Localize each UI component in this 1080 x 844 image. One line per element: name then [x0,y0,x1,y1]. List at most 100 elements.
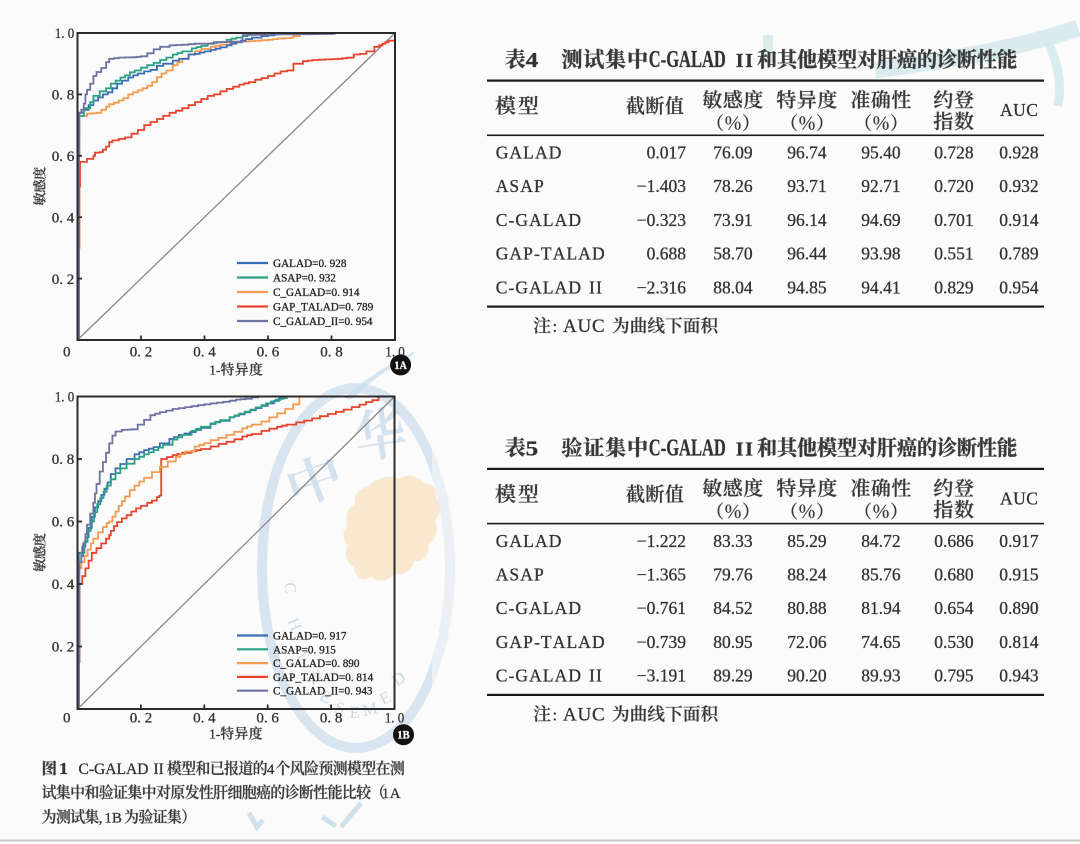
svg-text:E: E [349,703,360,722]
svg-text:95.40: 95.40 [861,143,901,163]
svg-text:1-: 1- [209,363,221,378]
svg-text:0.728: 0.728 [934,143,974,163]
svg-text:AUC: AUC [1000,488,1038,508]
svg-text:0.914: 0.914 [999,210,1039,230]
svg-text:4: 4 [267,762,275,778]
svg-text:1-: 1- [209,727,221,742]
svg-text:−3.191: −3.191 [637,666,686,686]
svg-text:0. 8: 0. 8 [320,344,343,360]
svg-text:73.91: 73.91 [713,210,752,230]
svg-text:94.69: 94.69 [861,210,901,230]
svg-text:1A: 1A [382,786,401,802]
svg-text:74.65: 74.65 [861,632,901,652]
svg-text:II: II [589,666,603,686]
svg-text:0. 4: 0. 4 [193,711,216,727]
svg-text:96.74: 96.74 [787,143,827,163]
svg-text:C-GALAD: C-GALAD [496,210,582,230]
svg-text:C-GALAD: C-GALAD [649,47,726,73]
svg-text:0. 6: 0. 6 [52,515,75,531]
svg-text:−2.316: −2.316 [637,277,686,297]
svg-text:92.71: 92.71 [861,176,900,196]
svg-text:GAP-TALAD: GAP-TALAD [496,632,606,652]
svg-text:II: II [736,438,755,460]
svg-text:C-GALAD: C-GALAD [496,277,582,297]
svg-text:C-GALAD: C-GALAD [496,666,582,686]
svg-text:II: II [154,761,164,778]
svg-text:0. 2: 0. 2 [130,344,153,360]
svg-text:ASAP=0. 932: ASAP=0. 932 [273,273,336,285]
svg-text:0. 4: 0. 4 [52,210,75,226]
svg-text:ASAP: ASAP [496,176,545,196]
svg-text:−0.739: −0.739 [637,632,686,652]
svg-text:0: 0 [63,344,71,360]
svg-text:0. 4: 0. 4 [193,344,216,360]
svg-text:85.76: 85.76 [861,565,901,585]
svg-text:89.93: 89.93 [861,666,901,686]
svg-text:94.41: 94.41 [861,277,900,297]
svg-text:96.44: 96.44 [787,244,827,264]
svg-text:5: 5 [526,436,539,460]
svg-text:0. 8: 0. 8 [320,711,343,727]
svg-text:88.04: 88.04 [713,277,753,297]
svg-text:1. 0: 1. 0 [55,390,75,406]
svg-text::: : [553,705,558,724]
svg-text:0.551: 0.551 [934,244,973,264]
svg-text:88.24: 88.24 [787,565,827,585]
svg-text:ASAP: ASAP [496,565,545,585]
svg-text:80.95: 80.95 [713,632,753,652]
svg-text:0.917: 0.917 [999,531,1039,551]
svg-text:93.71: 93.71 [787,176,826,196]
svg-text:72.06: 72.06 [787,632,827,652]
svg-text:0.789: 0.789 [999,244,1039,264]
svg-text:0.795: 0.795 [934,666,974,686]
svg-text:−1.403: −1.403 [637,176,686,196]
svg-text:0.928: 0.928 [999,143,1039,163]
svg-text:80.88: 80.88 [787,598,827,618]
svg-text:GALAD=0. 917: GALAD=0. 917 [273,631,347,643]
svg-text:85.29: 85.29 [787,531,827,551]
svg-text:GAP_TALAD=0. 814: GAP_TALAD=0. 814 [273,672,374,684]
svg-text:89.29: 89.29 [713,666,753,686]
svg-text:0. 2: 0. 2 [52,272,75,288]
svg-text:AUC: AUC [563,704,606,725]
svg-text:C-GALAD: C-GALAD [649,435,726,461]
svg-text:C_GALAD=0. 890: C_GALAD=0. 890 [273,658,360,670]
svg-text:0. 2: 0. 2 [130,711,153,727]
svg-text:C_GALAD_II=0. 943: C_GALAD_II=0. 943 [273,686,373,698]
svg-text:83.33: 83.33 [713,531,753,551]
svg-text:ASAP=0. 915: ASAP=0. 915 [273,644,336,656]
svg-text:0.688: 0.688 [647,244,687,264]
svg-text:1: 1 [59,759,68,778]
svg-text:AUC: AUC [1000,100,1038,120]
svg-text:0. 6: 0. 6 [256,711,279,727]
svg-text:0.943: 0.943 [999,666,1039,686]
svg-text:−0.761: −0.761 [637,598,686,618]
svg-text:0. 8: 0. 8 [52,88,75,104]
svg-text:1A: 1A [394,358,407,372]
svg-text:1B: 1B [397,728,410,742]
svg-text:GAP_TALAD=0. 789: GAP_TALAD=0. 789 [273,302,374,314]
svg-text:GAP-TALAD: GAP-TALAD [496,244,606,264]
svg-text:0. 6: 0. 6 [257,344,280,360]
svg-text:GALAD=0. 928: GALAD=0. 928 [273,258,347,270]
svg-text:1. 0: 1. 0 [385,711,405,727]
svg-text:II: II [736,50,755,72]
svg-text:C_GALAD=0. 914: C_GALAD=0. 914 [273,287,360,299]
svg-text:81.94: 81.94 [861,598,901,618]
svg-text:0.720: 0.720 [934,176,974,196]
svg-text:76.09: 76.09 [713,143,753,163]
svg-text:−1.222: −1.222 [637,531,686,551]
svg-text:58.70: 58.70 [713,244,753,264]
svg-text:C_GALAD_II=0. 954: C_GALAD_II=0. 954 [273,316,373,328]
svg-text:90.20: 90.20 [787,666,827,686]
svg-text:−1.365: −1.365 [637,565,686,585]
svg-text:−0.323: −0.323 [637,210,686,230]
svg-text:0.932: 0.932 [999,176,1038,196]
svg-text:93.98: 93.98 [861,244,901,264]
svg-text:1. 0: 1. 0 [55,26,75,42]
svg-text:0. 4: 0. 4 [52,577,75,593]
svg-text:0. 2: 0. 2 [52,640,75,656]
svg-text:AUC: AUC [563,316,606,337]
svg-text:0.954: 0.954 [999,277,1039,297]
svg-text:79.76: 79.76 [713,565,753,585]
